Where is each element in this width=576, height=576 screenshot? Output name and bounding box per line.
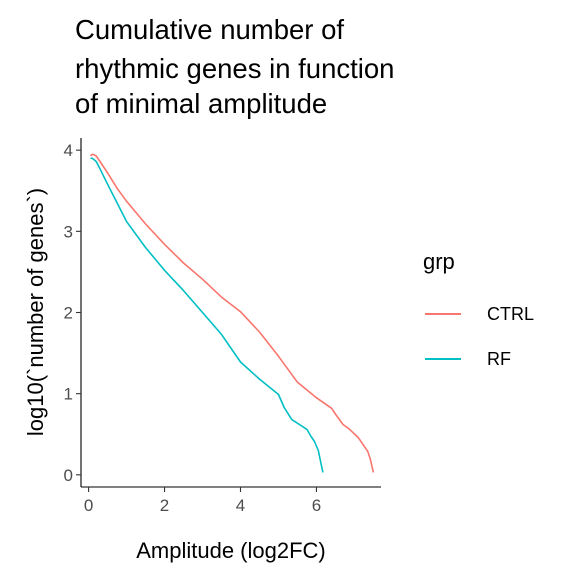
y-tick-label: 3: [64, 222, 73, 241]
x-axis-title: Amplitude (log2FC): [136, 538, 326, 563]
y-tick-label: 1: [64, 385, 73, 404]
x-tick-label: 6: [312, 496, 321, 515]
y-tick-label: 0: [64, 466, 73, 485]
chart-title-line-2: rhythmic genes in function: [75, 53, 395, 84]
legend-key-ctrl: [425, 313, 461, 315]
series-layer: [89, 153, 375, 473]
series-line-ctrl: [89, 153, 375, 473]
y-tick-label: 2: [64, 304, 73, 323]
y-tick-label: 4: [64, 141, 73, 160]
legend-item-rf: RF: [425, 345, 511, 373]
legend-title: grp: [423, 249, 455, 274]
legend-label-rf: RF: [487, 348, 511, 369]
x-tick-label: 2: [160, 496, 169, 515]
legend-item-ctrl: CTRL: [425, 300, 534, 328]
series-line-rf: [90, 157, 324, 473]
chart-title-line-1: Cumulative number of: [75, 14, 345, 45]
y-ticks: 0 1 2 3 4: [64, 141, 81, 485]
chart-title-line-3: of minimal amplitude: [75, 88, 328, 119]
y-axis-title: log10(`number of genes`): [23, 188, 48, 436]
x-tick-label: 0: [84, 496, 93, 515]
x-ticks: 0 2 4 6: [84, 487, 321, 515]
legend-key-rf: [425, 358, 461, 360]
x-tick-label: 4: [236, 496, 245, 515]
legend-label-ctrl: CTRL: [487, 303, 535, 324]
